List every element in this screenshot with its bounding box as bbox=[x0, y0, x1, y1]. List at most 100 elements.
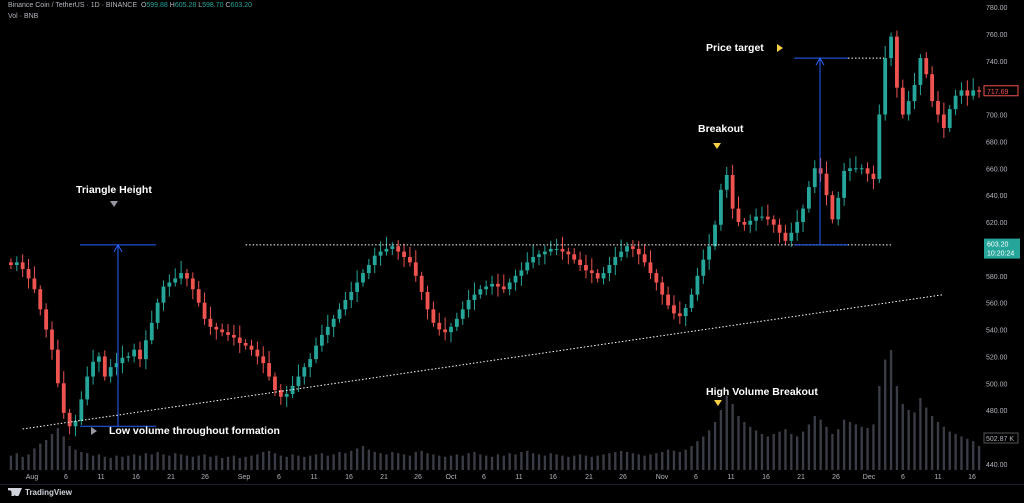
candle-body[interactable] bbox=[179, 273, 183, 279]
candle-body[interactable] bbox=[437, 322, 442, 330]
candle-body[interactable] bbox=[226, 332, 230, 335]
candle-body[interactable] bbox=[425, 291, 430, 310]
candle-body[interactable] bbox=[120, 357, 125, 364]
candle-body[interactable] bbox=[654, 273, 659, 283]
candle-body[interactable] bbox=[408, 256, 412, 263]
candle-body[interactable] bbox=[449, 326, 453, 333]
candle-body[interactable] bbox=[507, 282, 512, 290]
candle-body[interactable] bbox=[818, 168, 823, 174]
candle-body[interactable] bbox=[672, 305, 676, 314]
candle-body[interactable] bbox=[366, 265, 371, 274]
candle-body[interactable] bbox=[824, 173, 829, 196]
candle-body[interactable] bbox=[478, 289, 483, 295]
candle-body[interactable] bbox=[50, 329, 54, 350]
candle-body[interactable] bbox=[877, 114, 882, 180]
candle-body[interactable] bbox=[560, 248, 565, 252]
candle-body[interactable] bbox=[537, 254, 541, 257]
candle-body[interactable] bbox=[55, 349, 60, 384]
candle-body[interactable] bbox=[977, 90, 981, 92]
candle-body[interactable] bbox=[390, 246, 395, 249]
candle-body[interactable] bbox=[724, 175, 729, 190]
candle-body[interactable] bbox=[149, 322, 154, 341]
candle-body[interactable] bbox=[519, 270, 524, 276]
candle-body[interactable] bbox=[20, 262, 25, 270]
candle-body[interactable] bbox=[44, 309, 49, 330]
candle-body[interactable] bbox=[196, 289, 201, 303]
candle-body[interactable] bbox=[783, 232, 788, 241]
candle-body[interactable] bbox=[941, 114, 946, 128]
candle-body[interactable] bbox=[853, 168, 858, 170]
candle-body[interactable] bbox=[496, 283, 500, 287]
candle-body[interactable] bbox=[619, 251, 624, 257]
candle-body[interactable] bbox=[443, 329, 448, 333]
candle-body[interactable] bbox=[102, 356, 107, 377]
candle-body[interactable] bbox=[431, 309, 436, 323]
candle-body[interactable] bbox=[378, 251, 383, 256]
symbol-header[interactable]: Binance Coin / TetherUS · 1D · BINANCE O… bbox=[8, 2, 252, 9]
candle-body[interactable] bbox=[290, 385, 295, 395]
candle-body[interactable] bbox=[895, 36, 899, 88]
candle-body[interactable] bbox=[613, 256, 618, 266]
candle-body[interactable] bbox=[648, 262, 653, 274]
candle-body[interactable] bbox=[85, 376, 90, 400]
candle-body[interactable] bbox=[789, 232, 794, 241]
volume-legend[interactable]: Vol · BNB bbox=[8, 13, 39, 20]
candle-body[interactable] bbox=[331, 318, 336, 327]
candle-body[interactable] bbox=[771, 219, 776, 225]
candle-body[interactable] bbox=[754, 216, 759, 221]
candle-body[interactable] bbox=[807, 187, 811, 209]
candle-body[interactable] bbox=[748, 220, 753, 225]
candle-body[interactable] bbox=[73, 420, 78, 427]
candle-body[interactable] bbox=[261, 356, 266, 364]
candle-body[interactable] bbox=[730, 175, 735, 209]
candle-body[interactable] bbox=[889, 36, 893, 59]
candle-body[interactable] bbox=[589, 270, 594, 274]
candle-body[interactable] bbox=[484, 286, 489, 290]
candle-body[interactable] bbox=[695, 275, 700, 295]
candle-body[interactable] bbox=[718, 189, 723, 225]
candle-body[interactable] bbox=[161, 286, 166, 303]
candle-body[interactable] bbox=[308, 359, 313, 368]
candle-body[interactable] bbox=[883, 58, 888, 115]
candle-body[interactable] bbox=[501, 286, 506, 290]
candle-body[interactable] bbox=[677, 313, 682, 317]
candle-body[interactable] bbox=[777, 224, 782, 233]
candle-body[interactable] bbox=[208, 318, 213, 327]
candle-body[interactable] bbox=[525, 262, 530, 271]
candle-body[interactable] bbox=[243, 342, 248, 346]
candle-body[interactable] bbox=[108, 367, 113, 377]
candle-body[interactable] bbox=[402, 251, 406, 257]
candle-body[interactable] bbox=[190, 278, 195, 290]
candle-body[interactable] bbox=[900, 87, 905, 115]
candle-body[interactable] bbox=[760, 216, 764, 218]
candle-body[interactable] bbox=[278, 390, 283, 397]
candle-body[interactable] bbox=[91, 361, 95, 377]
candle-body[interactable] bbox=[143, 340, 148, 360]
tradingview-logo[interactable]: TradingView bbox=[8, 488, 72, 497]
candle-body[interactable] bbox=[871, 173, 876, 180]
candle-body[interactable] bbox=[314, 345, 318, 360]
candle-body[interactable] bbox=[396, 246, 401, 252]
candle-body[interactable] bbox=[584, 265, 588, 271]
candle-body[interactable] bbox=[912, 84, 917, 102]
candle-body[interactable] bbox=[689, 294, 694, 309]
candle-body[interactable] bbox=[513, 275, 518, 283]
candle-body[interactable] bbox=[355, 282, 360, 292]
candle-body[interactable] bbox=[959, 90, 964, 96]
candle-body[interactable] bbox=[548, 248, 553, 252]
candle-body[interactable] bbox=[26, 269, 31, 279]
candle-body[interactable] bbox=[267, 363, 272, 377]
candle-body[interactable] bbox=[666, 294, 670, 306]
candle-body[interactable] bbox=[460, 309, 465, 319]
candle-body[interactable] bbox=[554, 248, 559, 250]
candle-body[interactable] bbox=[742, 222, 747, 225]
candle-body[interactable] bbox=[343, 299, 348, 310]
candle-body[interactable] bbox=[273, 376, 277, 390]
candle-body[interactable] bbox=[185, 273, 189, 279]
candle-body[interactable] bbox=[472, 294, 477, 300]
candle-body[interactable] bbox=[836, 197, 841, 220]
candle-body[interactable] bbox=[167, 282, 172, 287]
candle-body[interactable] bbox=[138, 349, 142, 360]
candle-body[interactable] bbox=[231, 334, 236, 338]
candle-body[interactable] bbox=[683, 308, 688, 317]
